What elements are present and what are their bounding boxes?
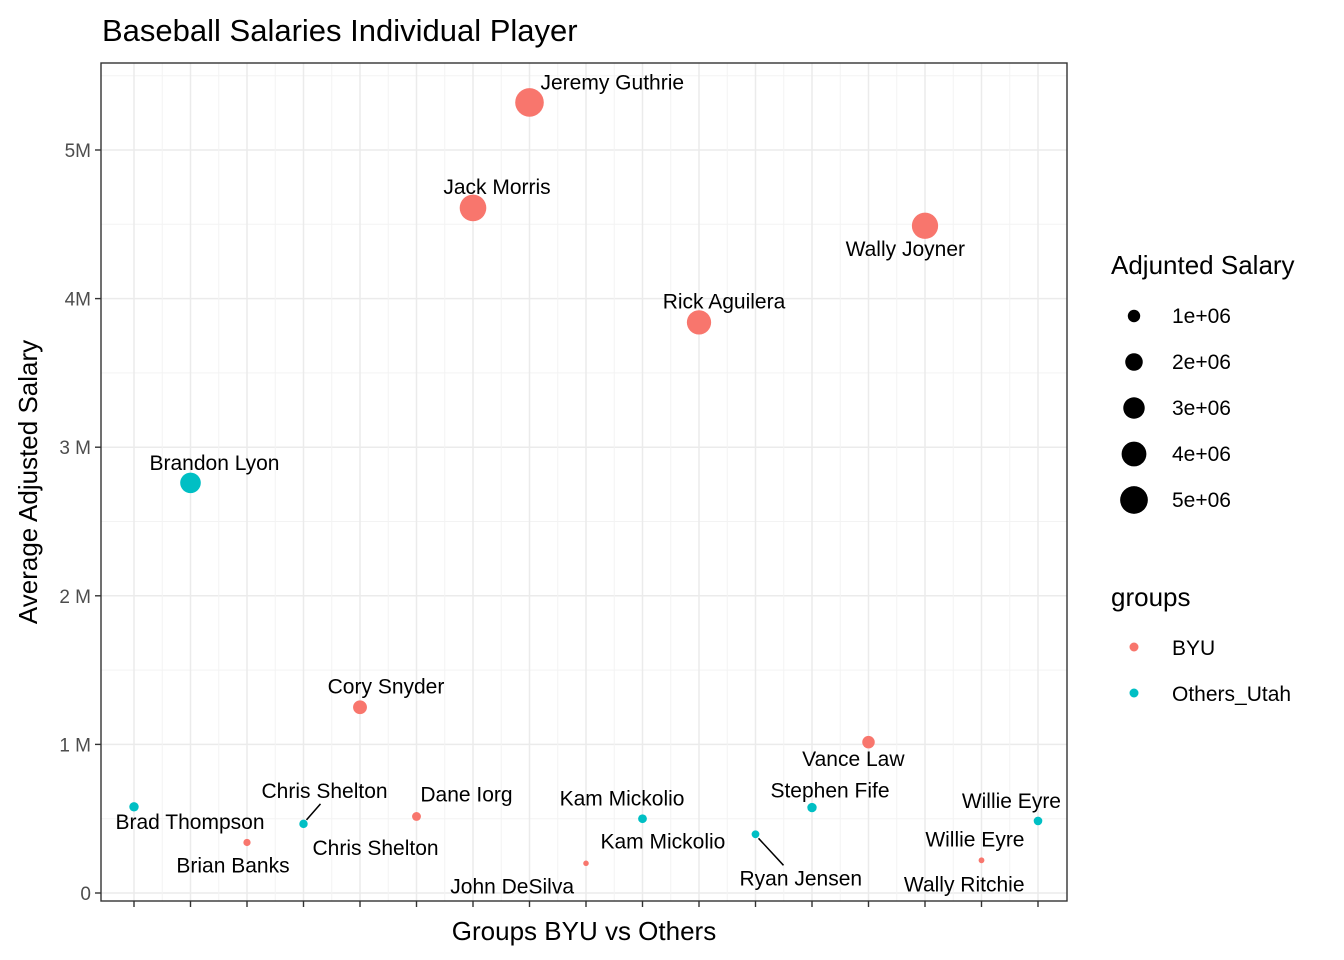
legend-size-key bbox=[1123, 397, 1145, 419]
data-point bbox=[459, 194, 487, 222]
point-label: Chris Shelton bbox=[313, 837, 439, 860]
plot-panel bbox=[101, 63, 1067, 901]
data-point bbox=[243, 838, 251, 847]
x-axis-title: Groups BYU vs Others bbox=[452, 916, 716, 946]
data-point bbox=[751, 830, 760, 839]
point-label: Brandon Lyon bbox=[150, 452, 280, 475]
point-label: Willie Eyre bbox=[925, 828, 1024, 851]
point-label: Ryan Jensen bbox=[740, 867, 863, 890]
point-label: Cory Snyder bbox=[328, 675, 445, 698]
data-point bbox=[412, 812, 421, 821]
data-point bbox=[862, 735, 875, 749]
y-tick-label: 0 bbox=[80, 884, 91, 905]
legend-size-label: 3e+06 bbox=[1172, 397, 1231, 420]
data-point bbox=[129, 802, 139, 812]
legend-color-key bbox=[1129, 642, 1139, 652]
point-label: Jack Morris bbox=[443, 176, 550, 199]
legend: Adjunted Salary groups 1e+06 2e+06 3e+06 4e… bbox=[1111, 250, 1295, 706]
legend-size-label: 5e+06 bbox=[1172, 489, 1231, 512]
label-leader-line bbox=[757, 837, 785, 866]
y-axis: 0 1 M 2 M 3 M 4M 5M bbox=[59, 141, 101, 905]
legend-size-label: 1e+06 bbox=[1172, 305, 1231, 328]
point-label: Brad Thompson bbox=[115, 811, 264, 834]
chart-title: Baseball Salaries Individual Player bbox=[102, 13, 578, 48]
point-label: Wally Ritchie bbox=[904, 873, 1025, 896]
data-point bbox=[1033, 816, 1043, 826]
data-point bbox=[978, 857, 985, 864]
legend-size-key bbox=[1127, 309, 1141, 323]
point-label: Brian Banks bbox=[176, 854, 289, 877]
data-point bbox=[515, 88, 544, 117]
data-point bbox=[583, 860, 589, 867]
point-label: Rick Aguilera bbox=[663, 290, 786, 313]
point-labels: Brad Thompson Brandon Lyon Brian Banks Chri… bbox=[115, 71, 1061, 898]
y-tick-label: 1 M bbox=[59, 735, 91, 756]
data-point bbox=[807, 802, 817, 813]
grid bbox=[101, 63, 1067, 901]
point-label: Wally Joyner bbox=[846, 238, 965, 261]
label-leader-line bbox=[305, 803, 322, 821]
y-tick-label: 2 M bbox=[59, 587, 91, 608]
legend-size-label: 2e+06 bbox=[1172, 351, 1231, 374]
point-label: Dane Iorg bbox=[420, 783, 512, 806]
y-axis-title: Average Adjusted Salary bbox=[13, 340, 43, 624]
legend-size-label: 4e+06 bbox=[1172, 443, 1231, 466]
plot-border bbox=[100, 62, 1068, 902]
y-tick-label: 5M bbox=[65, 141, 91, 162]
data-point bbox=[911, 212, 939, 239]
point-label: Chris Shelton bbox=[262, 780, 388, 803]
x-axis-ticks bbox=[133, 901, 1039, 907]
y-tick-label: 4M bbox=[65, 290, 91, 311]
legend-size-key bbox=[1120, 486, 1148, 514]
color-legend-title: groups bbox=[1111, 582, 1191, 612]
point-label: Kam Mickolio bbox=[601, 831, 726, 854]
point-label: John DeSilva bbox=[450, 875, 574, 898]
data-point bbox=[638, 814, 647, 824]
data-point bbox=[686, 310, 712, 335]
legend-color-key bbox=[1129, 688, 1139, 698]
legend-color-label: BYU bbox=[1172, 637, 1215, 660]
point-label: Stephen Fife bbox=[770, 780, 889, 803]
y-tick-label: 3 M bbox=[59, 438, 91, 459]
legend-color-label: Others_Utah bbox=[1172, 683, 1291, 706]
data-point bbox=[353, 700, 367, 715]
data-point bbox=[299, 819, 308, 829]
point-label: Kam Mickolio bbox=[560, 788, 685, 811]
point-label: Willie Eyre bbox=[962, 790, 1061, 813]
data-points bbox=[129, 88, 1043, 867]
legend-size-key bbox=[1121, 441, 1147, 467]
legend-size-key bbox=[1125, 353, 1143, 371]
data-point bbox=[180, 472, 201, 494]
size-legend-title: Adjunted Salary bbox=[1111, 250, 1295, 280]
point-label: Vance Law bbox=[802, 748, 905, 771]
point-label: Jeremy Guthrie bbox=[541, 71, 685, 94]
